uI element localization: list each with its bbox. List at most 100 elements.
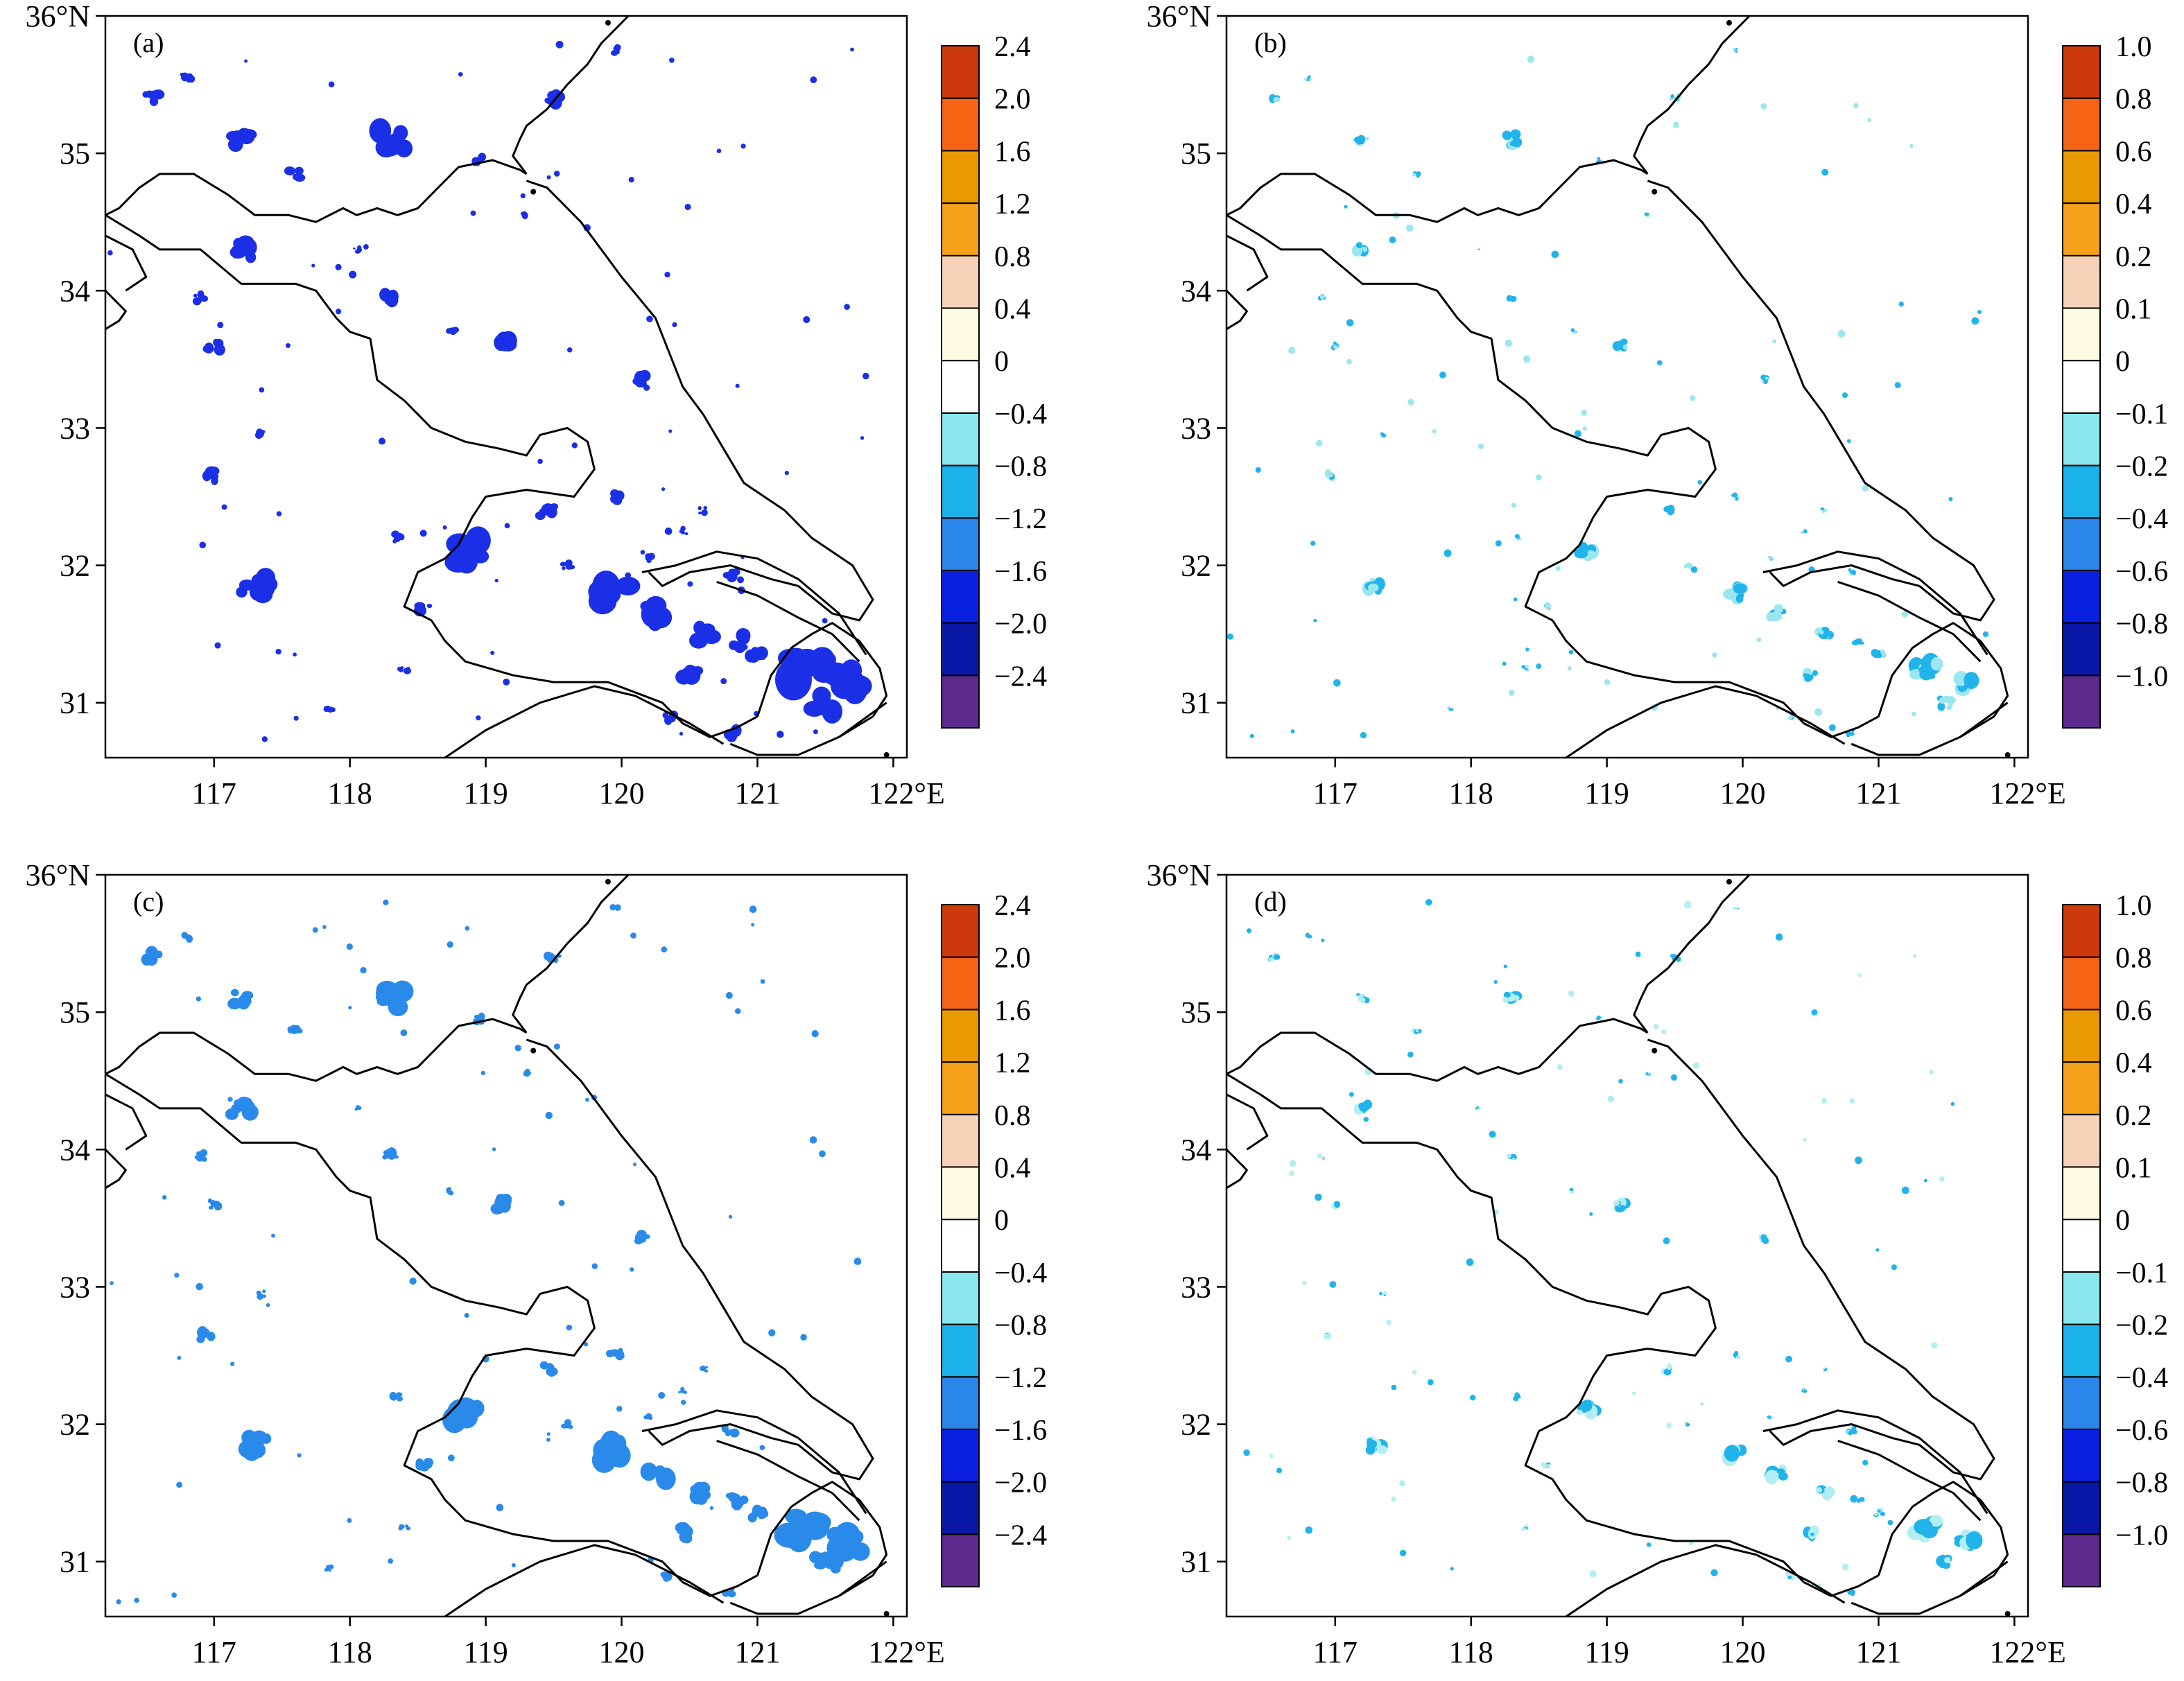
anomaly-cell: [1383, 1294, 1386, 1296]
anomaly-cell: [388, 1150, 395, 1158]
anomaly-speck: [511, 1562, 516, 1568]
anomaly-cell: [208, 1205, 214, 1210]
anomaly-speck: [214, 642, 221, 649]
anomaly-speck: [725, 991, 733, 999]
anomaly-cell: [521, 212, 528, 219]
anomaly-cell: [255, 1434, 266, 1446]
anomaly-speck: [196, 1282, 203, 1291]
anomaly-speck: [1346, 319, 1354, 326]
colorbar-label: −0.6: [2115, 556, 2168, 588]
lat-tick-label: 31: [60, 686, 90, 720]
anomaly-cell: [1451, 708, 1453, 710]
colorbar: −2.4 −2.0 −1.6 −1.2 −0.8 −0.4 0 0.4 0.8 1.2 1.6 2.0…: [941, 890, 1047, 1587]
anomaly-cell: [1733, 1350, 1739, 1356]
anomaly-speck: [448, 1454, 455, 1462]
anomaly-cell: [667, 1575, 673, 1580]
anomaly-speck: [492, 1147, 496, 1151]
anomaly-cell: [354, 1107, 358, 1111]
anomaly-cell: [1856, 638, 1862, 645]
anomaly-speck: [1661, 1029, 1667, 1034]
anomaly-speck: [1849, 1098, 1855, 1104]
anomaly-cell: [1570, 328, 1575, 332]
colorbar-bin: [941, 569, 980, 624]
colorbar-label: 0: [2115, 346, 2130, 378]
colorbar-bin: [941, 1113, 980, 1168]
anomaly-speck: [1511, 503, 1516, 508]
lon-tick-label: 121: [1855, 776, 1901, 810]
island-dot: [1726, 878, 1732, 885]
anomaly-cell: [550, 503, 559, 510]
anomaly-speck: [363, 244, 369, 250]
anomaly-cell: [478, 1012, 485, 1021]
anomaly-cell: [1732, 492, 1738, 498]
anomaly-speck: [1841, 1563, 1849, 1571]
anomaly-cell: [524, 1068, 530, 1075]
anomaly-cell: [1824, 1368, 1827, 1372]
anomaly-cell: [1737, 907, 1740, 909]
anomaly-cell: [1663, 1368, 1672, 1376]
anomaly-cell: [1942, 695, 1950, 703]
anomaly-speck: [496, 1504, 504, 1512]
anomaly-cell: [214, 1201, 223, 1211]
lon-tick-label: 119: [1584, 776, 1629, 810]
boundaries: [105, 16, 888, 758]
anomaly-speck: [490, 650, 495, 655]
anomaly-cell: [616, 1449, 627, 1461]
anomaly-cell: [352, 247, 356, 250]
anomaly-cell: [684, 532, 688, 536]
colorbar-bin: [2062, 412, 2101, 467]
anomaly-cell: [1477, 247, 1480, 250]
anomaly-speck: [1432, 429, 1437, 434]
anomaly-cell: [1450, 1567, 1455, 1570]
lat-tick-label: 34: [1181, 274, 1211, 308]
anomaly-speck: [520, 193, 526, 199]
colorbar-bin: [941, 202, 980, 256]
colorbar-label: 0.6: [2115, 136, 2152, 168]
anomaly-cell: [736, 630, 750, 645]
lon-tick-label: 122°E: [868, 1635, 944, 1669]
lat-tick-label: 36°N: [26, 858, 90, 892]
island-dot: [605, 19, 611, 26]
anomaly-speck: [558, 1199, 565, 1206]
anomaly-cell: [1326, 1336, 1331, 1339]
boundary-coast: [729, 702, 887, 756]
anomaly-cell: [693, 1481, 706, 1494]
anomaly-cell: [560, 561, 567, 567]
anomaly-cell: [391, 1394, 398, 1400]
anomaly-cell: [1767, 556, 1770, 558]
lon-tick-label: 118: [327, 1635, 372, 1669]
anomaly-cell: [616, 50, 620, 55]
anomaly-speck: [1503, 964, 1507, 968]
anomaly-cell: [704, 1366, 709, 1369]
anomaly-cell: [1273, 954, 1281, 960]
anomaly-cell: [1948, 700, 1954, 707]
colorbar-label: −1.6: [994, 556, 1047, 588]
boundary-riverA: [1762, 1409, 1988, 1515]
anomaly-speck: [1568, 991, 1575, 997]
anomaly-speck: [760, 979, 765, 984]
anomaly-cell: [562, 566, 566, 571]
colorbar-label: −0.4: [2115, 1362, 2168, 1394]
boundary-southBorder: [1565, 1544, 1846, 1617]
anomaly-speck: [1493, 979, 1498, 984]
anomaly-cell: [546, 1366, 558, 1377]
boundary-westBorder: [105, 290, 127, 331]
anomaly-speck: [1912, 954, 1917, 958]
anomaly-speck: [1247, 928, 1252, 934]
anomaly-cell: [1359, 1103, 1369, 1113]
lon-tick-label: 119: [1584, 1635, 1629, 1669]
anomaly-cell: [1502, 130, 1512, 140]
lon-tick-label: 119: [463, 1635, 508, 1669]
anomaly-cell: [1810, 1533, 1814, 1536]
boundary-riverB: [1837, 580, 1982, 663]
anomaly-cell: [1514, 534, 1520, 539]
boundary-innerBorder: [105, 1073, 759, 1597]
anomaly-speck: [134, 1597, 139, 1603]
anomaly-cell: [424, 1462, 433, 1469]
anomaly-cell: [1376, 579, 1385, 586]
colorbar-bin: [941, 150, 980, 204]
panel-label: (d): [1254, 886, 1287, 917]
boundary-westBorder: [1227, 1149, 1248, 1190]
anomaly-cell: [259, 430, 265, 437]
boundary-jsCoast: [526, 180, 874, 622]
